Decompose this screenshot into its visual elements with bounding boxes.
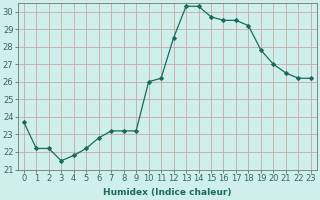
- X-axis label: Humidex (Indice chaleur): Humidex (Indice chaleur): [103, 188, 232, 197]
